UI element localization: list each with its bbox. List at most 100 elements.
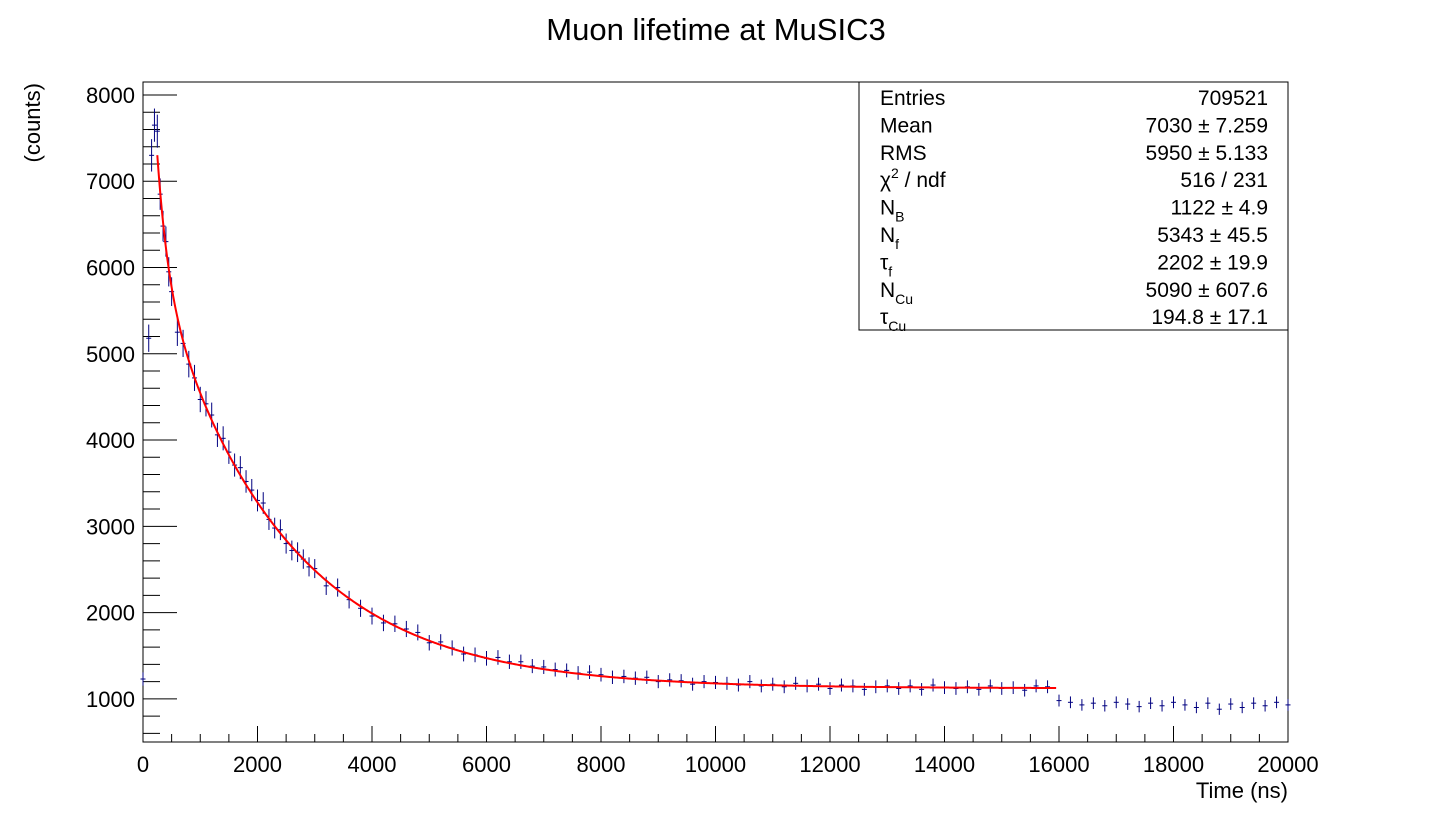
stats-row-value: 7030 ± 7.259	[1146, 114, 1268, 137]
data-point	[587, 665, 593, 679]
data-point	[506, 654, 512, 669]
x-tick-label: 14000	[914, 752, 975, 777]
data-point	[151, 108, 157, 142]
x-tick-label: 2000	[233, 752, 282, 777]
y-tick-label: 7000	[86, 169, 135, 194]
data-point	[919, 683, 925, 696]
stats-row-value: 194.8 ± 17.1	[1151, 306, 1268, 329]
data-point	[838, 678, 844, 692]
data-point	[621, 669, 627, 684]
data-point	[987, 679, 993, 693]
stats-row-value: 709521	[1198, 87, 1268, 110]
data-point	[369, 607, 375, 625]
data-point	[1113, 696, 1119, 709]
x-tick-label: 10000	[685, 752, 746, 777]
stats-row: τf 2202 ± 19.9	[880, 251, 1268, 279]
data-point	[1285, 699, 1291, 711]
data-point	[174, 318, 180, 346]
data-point	[461, 646, 467, 662]
x-tick-label: 12000	[799, 752, 860, 777]
data-point	[220, 426, 226, 451]
data-point	[1022, 683, 1028, 697]
data-point	[289, 540, 295, 561]
x-tick-label: 18000	[1143, 752, 1204, 777]
stats-box-frame	[858, 81, 1289, 331]
stats-row-name: χ2 / ndf	[880, 165, 946, 192]
stats-row-name: τf	[880, 251, 892, 279]
data-point	[644, 670, 650, 685]
stats-row-name: RMS	[880, 142, 927, 165]
data-point	[518, 654, 524, 669]
data-point	[930, 678, 936, 692]
x-tick-label: 16000	[1028, 752, 1089, 777]
data-point	[690, 677, 696, 691]
data-point	[1090, 697, 1096, 710]
stats-row-value: 5950 ± 5.133	[1146, 142, 1268, 165]
data-point	[793, 676, 799, 690]
data-point	[1251, 697, 1257, 710]
stats-row-name: τCu	[880, 306, 906, 334]
y-tick-label: 3000	[86, 514, 135, 539]
data-point	[1136, 700, 1142, 713]
x-tick-label: 4000	[348, 752, 397, 777]
data-point	[1148, 697, 1154, 710]
data-point	[438, 634, 444, 650]
data-point	[541, 659, 547, 674]
stats-row-name: NCu	[880, 279, 913, 307]
y-tick-label: 1000	[86, 687, 135, 712]
data-point	[415, 624, 421, 641]
data-point	[1159, 700, 1165, 712]
stats-row: NCu 5090 ± 607.6	[880, 279, 1268, 307]
data-point	[1239, 701, 1245, 714]
data-point	[896, 682, 902, 695]
data-point	[380, 614, 386, 632]
data-point	[816, 677, 822, 691]
data-point	[678, 674, 684, 688]
stats-row-value: 2202 ± 19.9	[1157, 251, 1268, 274]
data-point	[598, 667, 604, 682]
stats-box: Entries 709521 Mean 7030 ± 7.259 RMS 5950 ± 5…	[858, 81, 1289, 334]
data-point	[1274, 696, 1280, 709]
data-point	[1262, 700, 1268, 712]
data-point	[1045, 680, 1051, 694]
data-point	[392, 615, 398, 633]
x-axis-title: Time (ns)	[1196, 778, 1288, 803]
data-point	[495, 650, 501, 665]
data-point	[1125, 698, 1131, 710]
data-point	[426, 635, 432, 651]
data-point	[884, 679, 890, 693]
y-tick-label: 8000	[86, 83, 135, 108]
y-tick-label: 4000	[86, 428, 135, 453]
y-tick-label: 6000	[86, 255, 135, 280]
data-point	[1216, 703, 1222, 715]
data-point	[1205, 697, 1211, 710]
stats-row: χ2 / ndf 516 / 231	[880, 165, 1268, 192]
data-point	[827, 682, 833, 695]
data-point	[564, 663, 570, 678]
stats-row-value: 1122 ± 4.9	[1170, 197, 1268, 220]
data-point	[149, 139, 155, 172]
x-tick-label: 0	[137, 752, 149, 777]
data-point	[781, 680, 787, 694]
data-point	[1067, 696, 1073, 709]
x-axis: 0 2000 4000 6000 8000 10000 12000 14000 16000 180…	[137, 726, 1319, 777]
stats-row-name: Mean	[880, 114, 933, 137]
data-point	[907, 679, 913, 693]
stats-row: RMS 5950 ± 5.133	[880, 142, 1268, 165]
stats-row: NB 1122 ± 4.9	[880, 197, 1268, 225]
stats-row-value: 5090 ± 607.6	[1146, 279, 1268, 302]
stats-row-value: 5343 ± 45.5	[1157, 224, 1268, 247]
y-axis-title: (counts)	[20, 83, 45, 162]
stats-row: Entries 709521	[880, 87, 1268, 110]
data-point	[154, 114, 160, 148]
y-tick-label: 2000	[86, 601, 135, 626]
data-point	[146, 324, 152, 352]
data-point	[1102, 700, 1108, 712]
data-point	[1056, 694, 1062, 707]
y-tick-label: 5000	[86, 342, 135, 367]
data-point	[667, 673, 673, 687]
stats-row: Nf 5343 ± 45.5	[880, 224, 1268, 252]
data-point	[1033, 679, 1039, 693]
stats-row: Mean 7030 ± 7.259	[880, 114, 1268, 137]
